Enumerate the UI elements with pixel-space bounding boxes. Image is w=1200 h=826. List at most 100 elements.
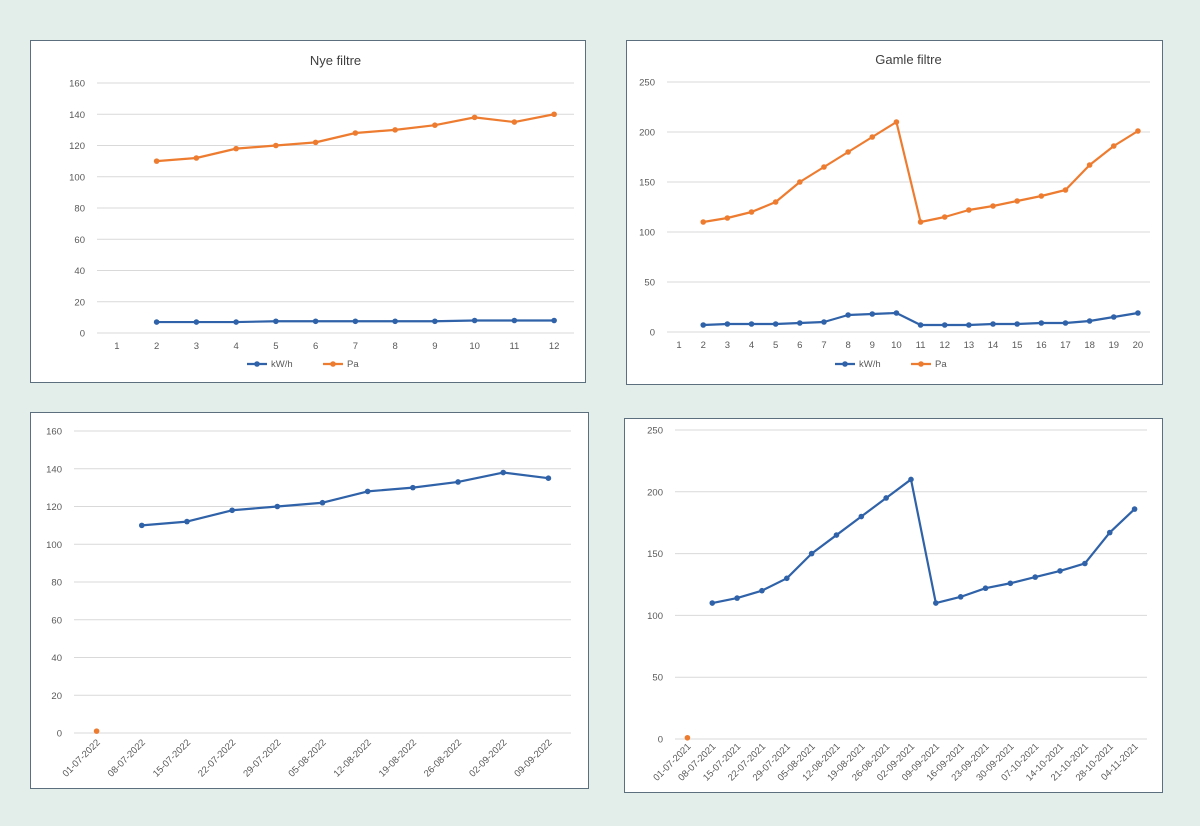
legend-marker [918,361,924,367]
data-point-series-1 [858,513,865,520]
x-tick-label: 9 [432,341,437,352]
x-tick-label: 12 [939,340,950,351]
y-tick-label: 160 [46,427,62,438]
x-tick-label: 02-09-2022 [467,737,509,779]
y-tick-label: 0 [57,729,62,740]
data-point-series-1 [184,518,190,525]
data-point-pa [821,164,827,170]
data-point-kw-h [233,319,239,325]
data-point-kw-h [1062,320,1069,326]
x-tick-label: 6 [797,340,802,351]
y-tick-label: 20 [74,297,85,308]
x-tick-label: 19 [1108,340,1119,351]
data-point-series-1 [808,550,815,557]
data-point-series-1 [1057,568,1063,574]
x-tick-label: 8 [392,341,397,352]
data-point-series-1 [319,499,326,506]
legend-label: Pa [347,359,359,370]
legend-item-pa: Pa [323,359,359,370]
data-point-pa [724,215,731,221]
legend-label: kW/h [271,359,293,370]
series-line-pa [156,113,555,163]
legend-item-kw-h: kW/h [835,359,881,370]
series-line-series-1 [712,478,1136,605]
legend-label: kW/h [859,359,881,370]
data-point-series-1 [783,575,790,582]
data-point-series-1 [908,476,914,483]
data-point-pa [845,149,851,155]
y-tick-label: 250 [639,78,655,89]
chart-title: Gamle filtre [875,52,941,67]
legend-item-kw-h: kW/h [247,359,293,370]
data-point-pa [941,214,948,220]
data-point-pa [233,145,239,152]
x-tick-label: 20 [1133,340,1144,351]
legend-marker [330,361,336,367]
data-point-kw-h [193,319,200,325]
data-point-pa [273,142,279,149]
data-point-kw-h [724,321,731,327]
x-tick-label: 1 [114,341,119,352]
data-point-series-1 [933,600,939,606]
data-point-kw-h [551,317,557,324]
data-point-pa [1135,128,1141,134]
y-tick-label: 80 [74,204,85,215]
x-tick-label: 11 [509,341,519,352]
data-point-series-1 [138,522,145,529]
data-point-pa [772,199,779,205]
data-point-series-1 [410,484,416,491]
chart-panel-2022-dates: 0 20 40 60 80 100 120 140 160 01-07-2022 08-07-202… [30,412,589,789]
data-point-series-2 [93,728,100,734]
data-point-kw-h [352,318,359,325]
data-point-series-1 [957,594,964,600]
x-tick-label: 2 [701,340,706,351]
chart-panel-nye-filtre: Nye filtre 0 20 40 60 80 100 120 140 160 1 2 3 4 5 6 7 8 9… [30,40,586,383]
x-tick-label: 15 [1012,340,1023,351]
x-tick-label: 6 [313,341,318,352]
x-tick-label: 10 [469,341,480,352]
data-point-kw-h [1086,318,1093,324]
data-point-series-1 [500,469,507,476]
x-tick-label: 05-08-2022 [286,737,328,779]
data-point-pa [990,203,996,209]
chart-panel-2021-dates: 0 50 100 150 200 250 01-07-2021 08-07-2021 15-07… [624,418,1163,793]
data-point-series-1 [883,495,889,501]
y-tick-label: 140 [69,110,85,121]
y-tick-label: 40 [74,266,85,277]
data-point-pa [153,158,160,164]
y-tick-label: 0 [650,328,655,339]
y-tick-label: 120 [46,502,62,513]
data-point-kw-h [990,321,996,327]
chart-panel-gamle-filtre: Gamle filtre 0 50 100 150 200 250 1 2 3 4 5 6 7 8 9 10 11… [626,40,1163,385]
data-point-series-1 [759,587,765,594]
data-point-series-1 [1131,506,1138,512]
y-tick-label: 60 [51,615,62,626]
series-line-series-1 [141,471,549,527]
data-point-kw-h [797,320,803,326]
x-tick-label: 3 [194,341,199,352]
x-tick-label: 2 [154,341,159,352]
y-tick-label: 0 [658,735,663,746]
x-tick-label: 5 [273,341,278,352]
data-point-kw-h [700,322,707,328]
y-tick-label: 60 [74,235,85,246]
x-tick-label: 12 [549,341,560,352]
data-point-pa [1038,193,1045,199]
data-point-kw-h [917,322,924,328]
x-tick-label: 26-08-2022 [422,737,464,779]
data-point-series-1 [734,595,740,601]
y-tick-label: 200 [639,128,655,139]
y-tick-label: 0 [80,329,85,340]
data-point-kw-h [772,321,779,327]
legend-label: Pa [935,359,947,370]
x-tick-label: 01-07-2022 [61,737,103,779]
data-point-kw-h [153,319,160,325]
x-tick-label: 7 [821,340,826,351]
x-tick-label: 8 [845,340,850,351]
y-tick-label: 160 [69,79,85,90]
data-point-series-1 [1007,580,1014,587]
data-point-pa [797,179,803,185]
data-point-pa [917,219,924,225]
data-point-pa [869,134,876,140]
